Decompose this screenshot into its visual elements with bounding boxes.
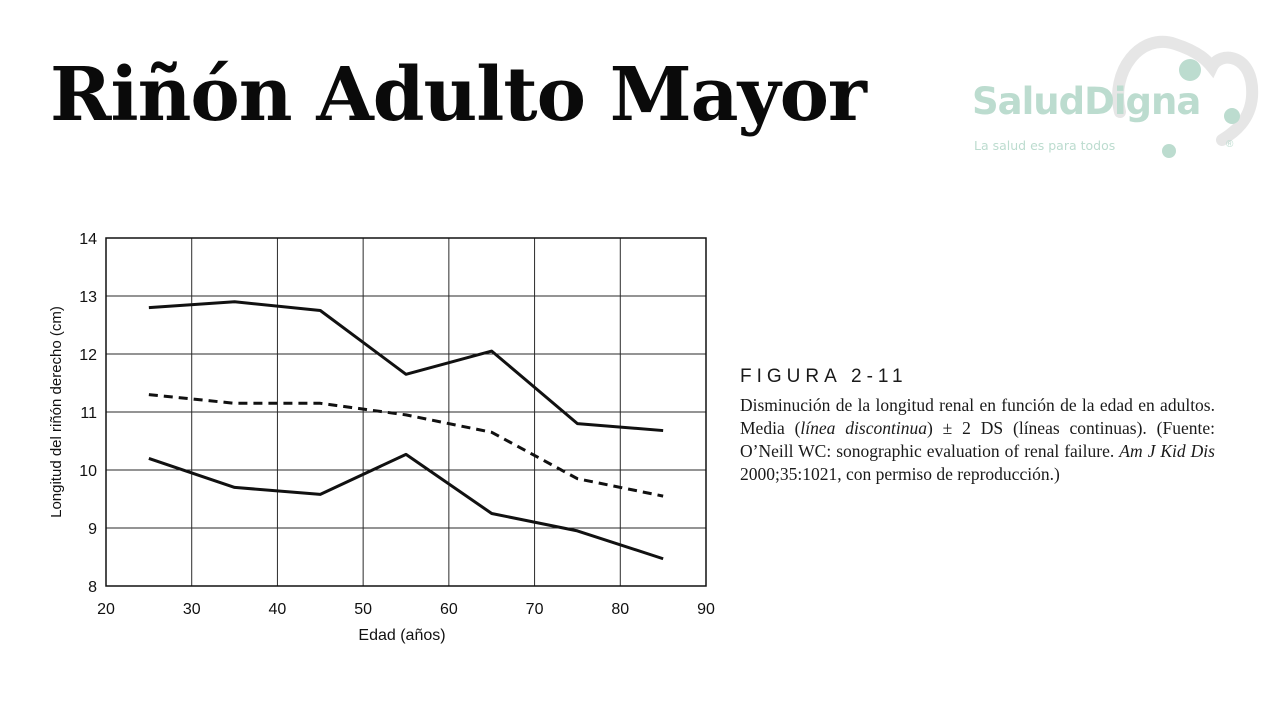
logo-heart-icon [1112, 36, 1259, 158]
y-tick-label: 12 [79, 347, 97, 364]
x-tick-label: 80 [611, 601, 629, 618]
x-axis-label: Edad (años) [358, 627, 445, 644]
logo-tagline: La salud es para todos [974, 138, 1116, 153]
x-tick-label: 50 [354, 601, 372, 618]
logo-name: SaludDigna [972, 80, 1201, 123]
y-tick-label: 13 [79, 289, 97, 306]
y-tick-label: 9 [88, 521, 97, 538]
x-tick-label: 70 [526, 601, 544, 618]
y-tick-label: 10 [79, 463, 97, 480]
x-tick-label: 30 [183, 601, 201, 618]
slide-title: Riñón Adulto Mayor [50, 52, 867, 138]
series-line-sd-0 [148, 300, 664, 433]
y-tick-label: 14 [79, 231, 97, 248]
x-tick-label: 90 [697, 601, 715, 618]
figure-label: FIGURA 2-11 [740, 366, 908, 387]
y-tick-label: 8 [88, 579, 97, 596]
x-tick-label: 40 [269, 601, 287, 618]
salud-digna-logo: SaludDigna La salud es para todos ® [960, 32, 1260, 172]
x-tick-label: 20 [97, 601, 115, 618]
y-tick-label: 11 [80, 405, 97, 422]
series-line-mean [148, 393, 664, 498]
y-axis-label: Longitud del riñón derecho (cm) [48, 306, 65, 518]
logo-registered-mark: ® [1226, 139, 1234, 150]
series-line-sd-2 [148, 452, 664, 561]
caption-text: Disminución de la longitud renal en func… [740, 395, 1215, 484]
x-tick-label: 60 [440, 601, 458, 618]
figure-caption: FIGURA 2-11 Disminución de la longitud r… [740, 366, 1215, 486]
plot-frame [105, 237, 707, 587]
